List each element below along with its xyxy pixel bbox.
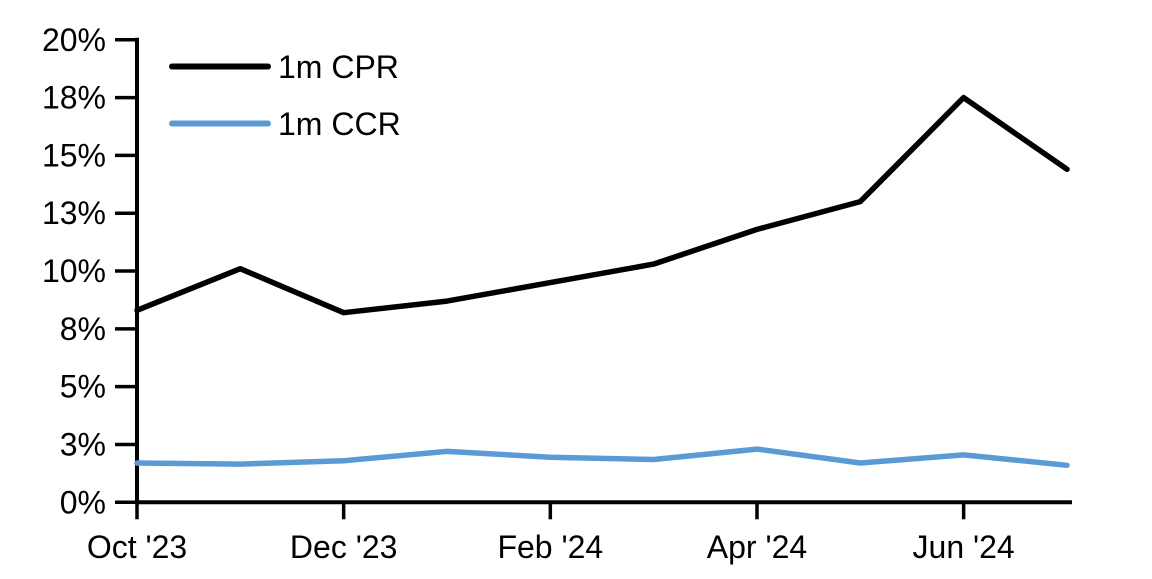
y-tick-label: 0% xyxy=(60,484,106,520)
y-tick-label: 3% xyxy=(60,426,106,462)
x-tick-label: Feb '24 xyxy=(497,529,603,565)
y-tick-label: 18% xyxy=(42,80,106,116)
x-tick-label: Apr '24 xyxy=(707,529,807,565)
legend-label-1m-cpr: 1m CPR xyxy=(278,49,399,85)
ccr-series-line xyxy=(134,446,1070,469)
cpr-series-line xyxy=(134,94,1070,316)
y-tick-label: 13% xyxy=(42,195,106,231)
x-tick-label: Jun '24 xyxy=(913,529,1015,565)
y-tick-label: 10% xyxy=(42,253,106,289)
x-tick-label: Dec '23 xyxy=(290,529,398,565)
y-tick-label: 15% xyxy=(42,137,106,173)
y-tick-label: 20% xyxy=(42,22,106,58)
x-tick-label: Oct '23 xyxy=(87,529,187,565)
y-tick-label: 5% xyxy=(60,369,106,405)
y-tick-label: 8% xyxy=(60,311,106,347)
legend-label-1m-ccr: 1m CCR xyxy=(278,106,401,142)
